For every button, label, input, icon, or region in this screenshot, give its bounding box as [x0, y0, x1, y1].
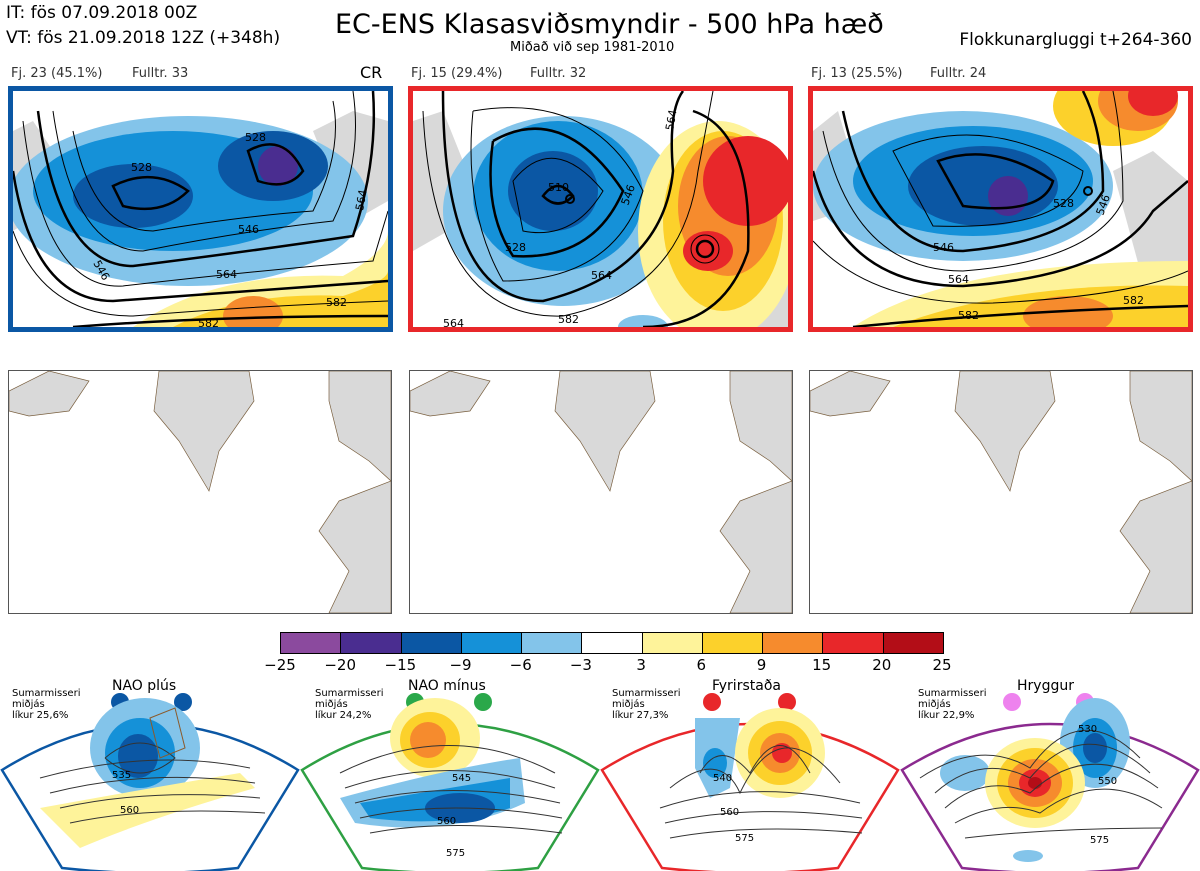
colorbar-tick: 3	[636, 656, 646, 674]
regime-season: Sumarmisseri	[315, 688, 384, 699]
regime-prob: líkur 22,9%	[918, 710, 975, 721]
cluster-2-contour-label-1: 510	[548, 181, 569, 194]
cluster-1-contour-label-3: 546	[238, 223, 259, 236]
regime-contour-label: 560	[720, 807, 739, 818]
cluster-3-contour-label-1: 528	[1053, 197, 1074, 210]
empty-map-3	[809, 370, 1193, 614]
regime-contour-label: 560	[437, 816, 456, 827]
cluster-3-label: Fj. 13 (25.5%)	[811, 66, 903, 81]
valid-time: VT: fös 21.09.2018 12Z (+348h)	[6, 28, 281, 48]
cluster-2-contour-label-5: 564	[663, 109, 679, 132]
cluster-1-contour-label-2: 528	[245, 131, 266, 144]
colorbar-tick: −20	[324, 656, 356, 674]
colorbar-swatch	[762, 633, 823, 653]
cluster-2-contour-label-2: 528	[505, 241, 526, 254]
cluster-2-contour-label-6: 564	[443, 317, 464, 327]
regime-prob: líkur 27,3%	[612, 710, 669, 721]
init-time: IT: fös 07.09.2018 00Z	[6, 3, 198, 23]
cluster-1-map: 528 528 546 546 564 564 582 582	[8, 86, 393, 332]
cluster-1-tag: CR	[360, 63, 383, 82]
colorbar-tick: 20	[872, 656, 892, 674]
cluster-3-contour-label-6: 582	[958, 309, 979, 322]
colorbar-tick: −9	[449, 656, 472, 674]
colorbar-tick: −25	[264, 656, 296, 674]
regime-contour-label: 560	[120, 805, 139, 816]
colorbar-swatch	[641, 633, 702, 653]
cluster-2-map: 510 528 546 564 564 564 582	[408, 86, 793, 332]
regime-season: Sumarmisseri	[612, 688, 681, 699]
cluster-3-contour-label-5: 582	[1123, 294, 1144, 307]
colorbar-swatch	[701, 633, 763, 653]
cluster-2-contour-label-7: 582	[558, 313, 579, 326]
colorbar-tick: 15	[812, 656, 832, 674]
regime-ridge: Sumarmisseri miðjás líkur 22,9% Hryggur …	[900, 678, 1200, 871]
cluster-3-rep: Fulltr. 24	[930, 66, 987, 81]
regime-contour-label: 550	[1098, 776, 1117, 787]
colorbar-ticks: −25 −20 −15 −9 −6 −3 3 6 9 15 20 25	[264, 656, 951, 674]
colorbar-swatch	[281, 633, 341, 653]
regime-season2: miðjás	[918, 699, 951, 710]
colorbar-tick: −6	[509, 656, 532, 674]
regime-nao-minus: Sumarmisseri miðjás líkur 24,2% NAO mínu…	[300, 678, 600, 871]
regime-name: Fyrirstaða	[712, 678, 781, 694]
cluster-3-map: 528 546 564 546 582 582	[808, 86, 1193, 332]
window-label: Flokkunargluggi t+264-360	[959, 30, 1192, 50]
page-title: EC-ENS Klasasviðsmyndir - 500 hPa hæð	[335, 9, 884, 40]
regime-blocking: Sumarmisseri miðjás líkur 27,3% Fyrirsta…	[600, 678, 900, 871]
colorbar	[280, 632, 944, 654]
regime-season: Sumarmisseri	[918, 688, 987, 699]
colorbar-swatch	[882, 633, 943, 653]
cluster-2-rep: Fulltr. 32	[530, 66, 587, 81]
regime-name: NAO mínus	[408, 678, 486, 694]
empty-map-1	[8, 370, 392, 614]
page-subtitle: Miðað við sep 1981-2010	[510, 40, 675, 55]
cluster-2-contour-label-4: 564	[591, 269, 612, 282]
colorbar-swatch	[340, 633, 401, 653]
regime-contour-label: 545	[452, 773, 471, 784]
regime-season: Sumarmisseri	[12, 688, 81, 699]
cluster-1-rep: Fulltr. 33	[132, 66, 189, 81]
cluster-1-contour-label-1: 528	[131, 161, 152, 174]
colorbar-swatch	[521, 633, 582, 653]
colorbar-swatch	[581, 633, 642, 653]
regime-prob: líkur 25,6%	[12, 710, 69, 721]
colorbar-swatch	[460, 633, 522, 653]
regime-season2: miðjás	[315, 699, 348, 710]
cluster-1-contour-label-5: 564	[216, 268, 237, 281]
cluster-3-contour-label-3: 564	[948, 273, 969, 286]
cluster-1-contour-label-8: 582	[198, 317, 219, 327]
regime-season2: miðjás	[612, 699, 645, 710]
regime-prob: líkur 24,2%	[315, 710, 372, 721]
regime-contour-label: 575	[446, 848, 465, 859]
colorbar-swatch	[822, 633, 883, 653]
regime-name: Hryggur	[1017, 678, 1074, 694]
cluster-3-contour-label-2: 546	[933, 241, 954, 254]
cluster-2-label: Fj. 15 (29.4%)	[411, 66, 503, 81]
colorbar-swatch	[400, 633, 461, 653]
colorbar-tick: 6	[696, 656, 707, 674]
empty-map-2	[409, 370, 793, 614]
regime-contour-label: 540	[713, 773, 732, 784]
regime-contour-label: 575	[1090, 835, 1109, 846]
cluster-1-label: Fj. 23 (45.1%)	[11, 66, 103, 81]
regime-contour-label: 535	[112, 770, 131, 781]
regime-name: NAO plús	[112, 678, 177, 694]
regime-contour-label: 575	[735, 833, 754, 844]
colorbar-tick: 25	[932, 656, 952, 674]
colorbar-tick: −3	[569, 656, 592, 674]
colorbar-tick: 9	[756, 656, 767, 674]
cluster-1-contour-label-6: 564	[353, 189, 369, 212]
cluster-1-contour-label-7: 582	[326, 296, 347, 309]
regime-nao-plus: Sumarmisseri miðjás líkur 25,6% NAO plús…	[0, 678, 300, 871]
colorbar-tick: −15	[384, 656, 417, 674]
regime-contour-label: 530	[1078, 724, 1097, 735]
regime-season2: miðjás	[12, 699, 45, 710]
